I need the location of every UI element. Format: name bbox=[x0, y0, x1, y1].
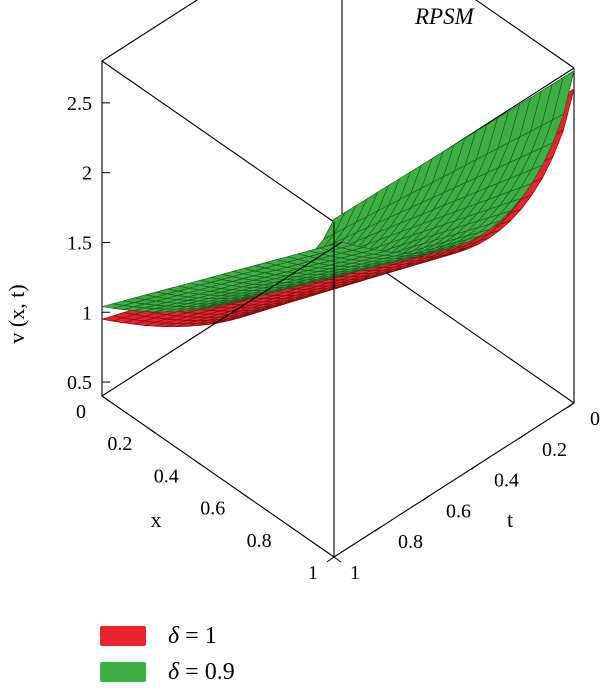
t-tick-label: 0.8 bbox=[398, 531, 423, 553]
x-tick-label: 0.8 bbox=[247, 530, 272, 552]
legend-item-delta-1: δ = 1 bbox=[100, 618, 235, 654]
axis-ticks: 0.5 1 1.5 2 2.5 0 0.2 0.4 0.6 0.8 1 0 0.2 0.4 0.6 0.8 1 bbox=[67, 93, 600, 584]
legend-swatch-green bbox=[100, 662, 146, 682]
z-axis-label: v (x, t) bbox=[4, 284, 29, 343]
z-tick-label: 2.5 bbox=[67, 93, 92, 115]
x-tick-label: 0.4 bbox=[154, 465, 179, 487]
x-tick-label: 0 bbox=[76, 401, 86, 423]
z-tick-label: 1.5 bbox=[67, 232, 92, 254]
legend-label: δ = 0.9 bbox=[168, 658, 235, 685]
x-tick-label: 1 bbox=[308, 562, 318, 584]
legend: δ = 1 δ = 0.9 bbox=[100, 618, 235, 690]
legend-label: δ = 1 bbox=[168, 622, 217, 649]
z-tick-label: 0.5 bbox=[67, 372, 92, 394]
x-axis-label: x bbox=[151, 507, 162, 532]
bounding-box-front bbox=[101, 222, 343, 558]
surface-delta-0-9 bbox=[101, 70, 575, 313]
x-tick-label: 0.6 bbox=[200, 498, 225, 520]
chart-title: RPSM bbox=[414, 4, 476, 29]
t-axis-label: t bbox=[507, 507, 513, 532]
legend-swatch-red bbox=[100, 626, 146, 646]
t-tick-label: 0.2 bbox=[542, 439, 567, 461]
t-tick-label: 0.6 bbox=[446, 500, 471, 522]
t-tick-label: 1 bbox=[350, 562, 360, 584]
x-tick-label: 0.2 bbox=[107, 433, 132, 455]
t-tick-label: 0.4 bbox=[494, 470, 519, 492]
t-tick-label: 0 bbox=[590, 408, 600, 430]
legend-item-delta-0-9: δ = 0.9 bbox=[100, 654, 235, 690]
z-tick-label: 2 bbox=[82, 163, 92, 185]
surfaces bbox=[101, 70, 575, 328]
z-tick-label: 1 bbox=[82, 302, 92, 324]
